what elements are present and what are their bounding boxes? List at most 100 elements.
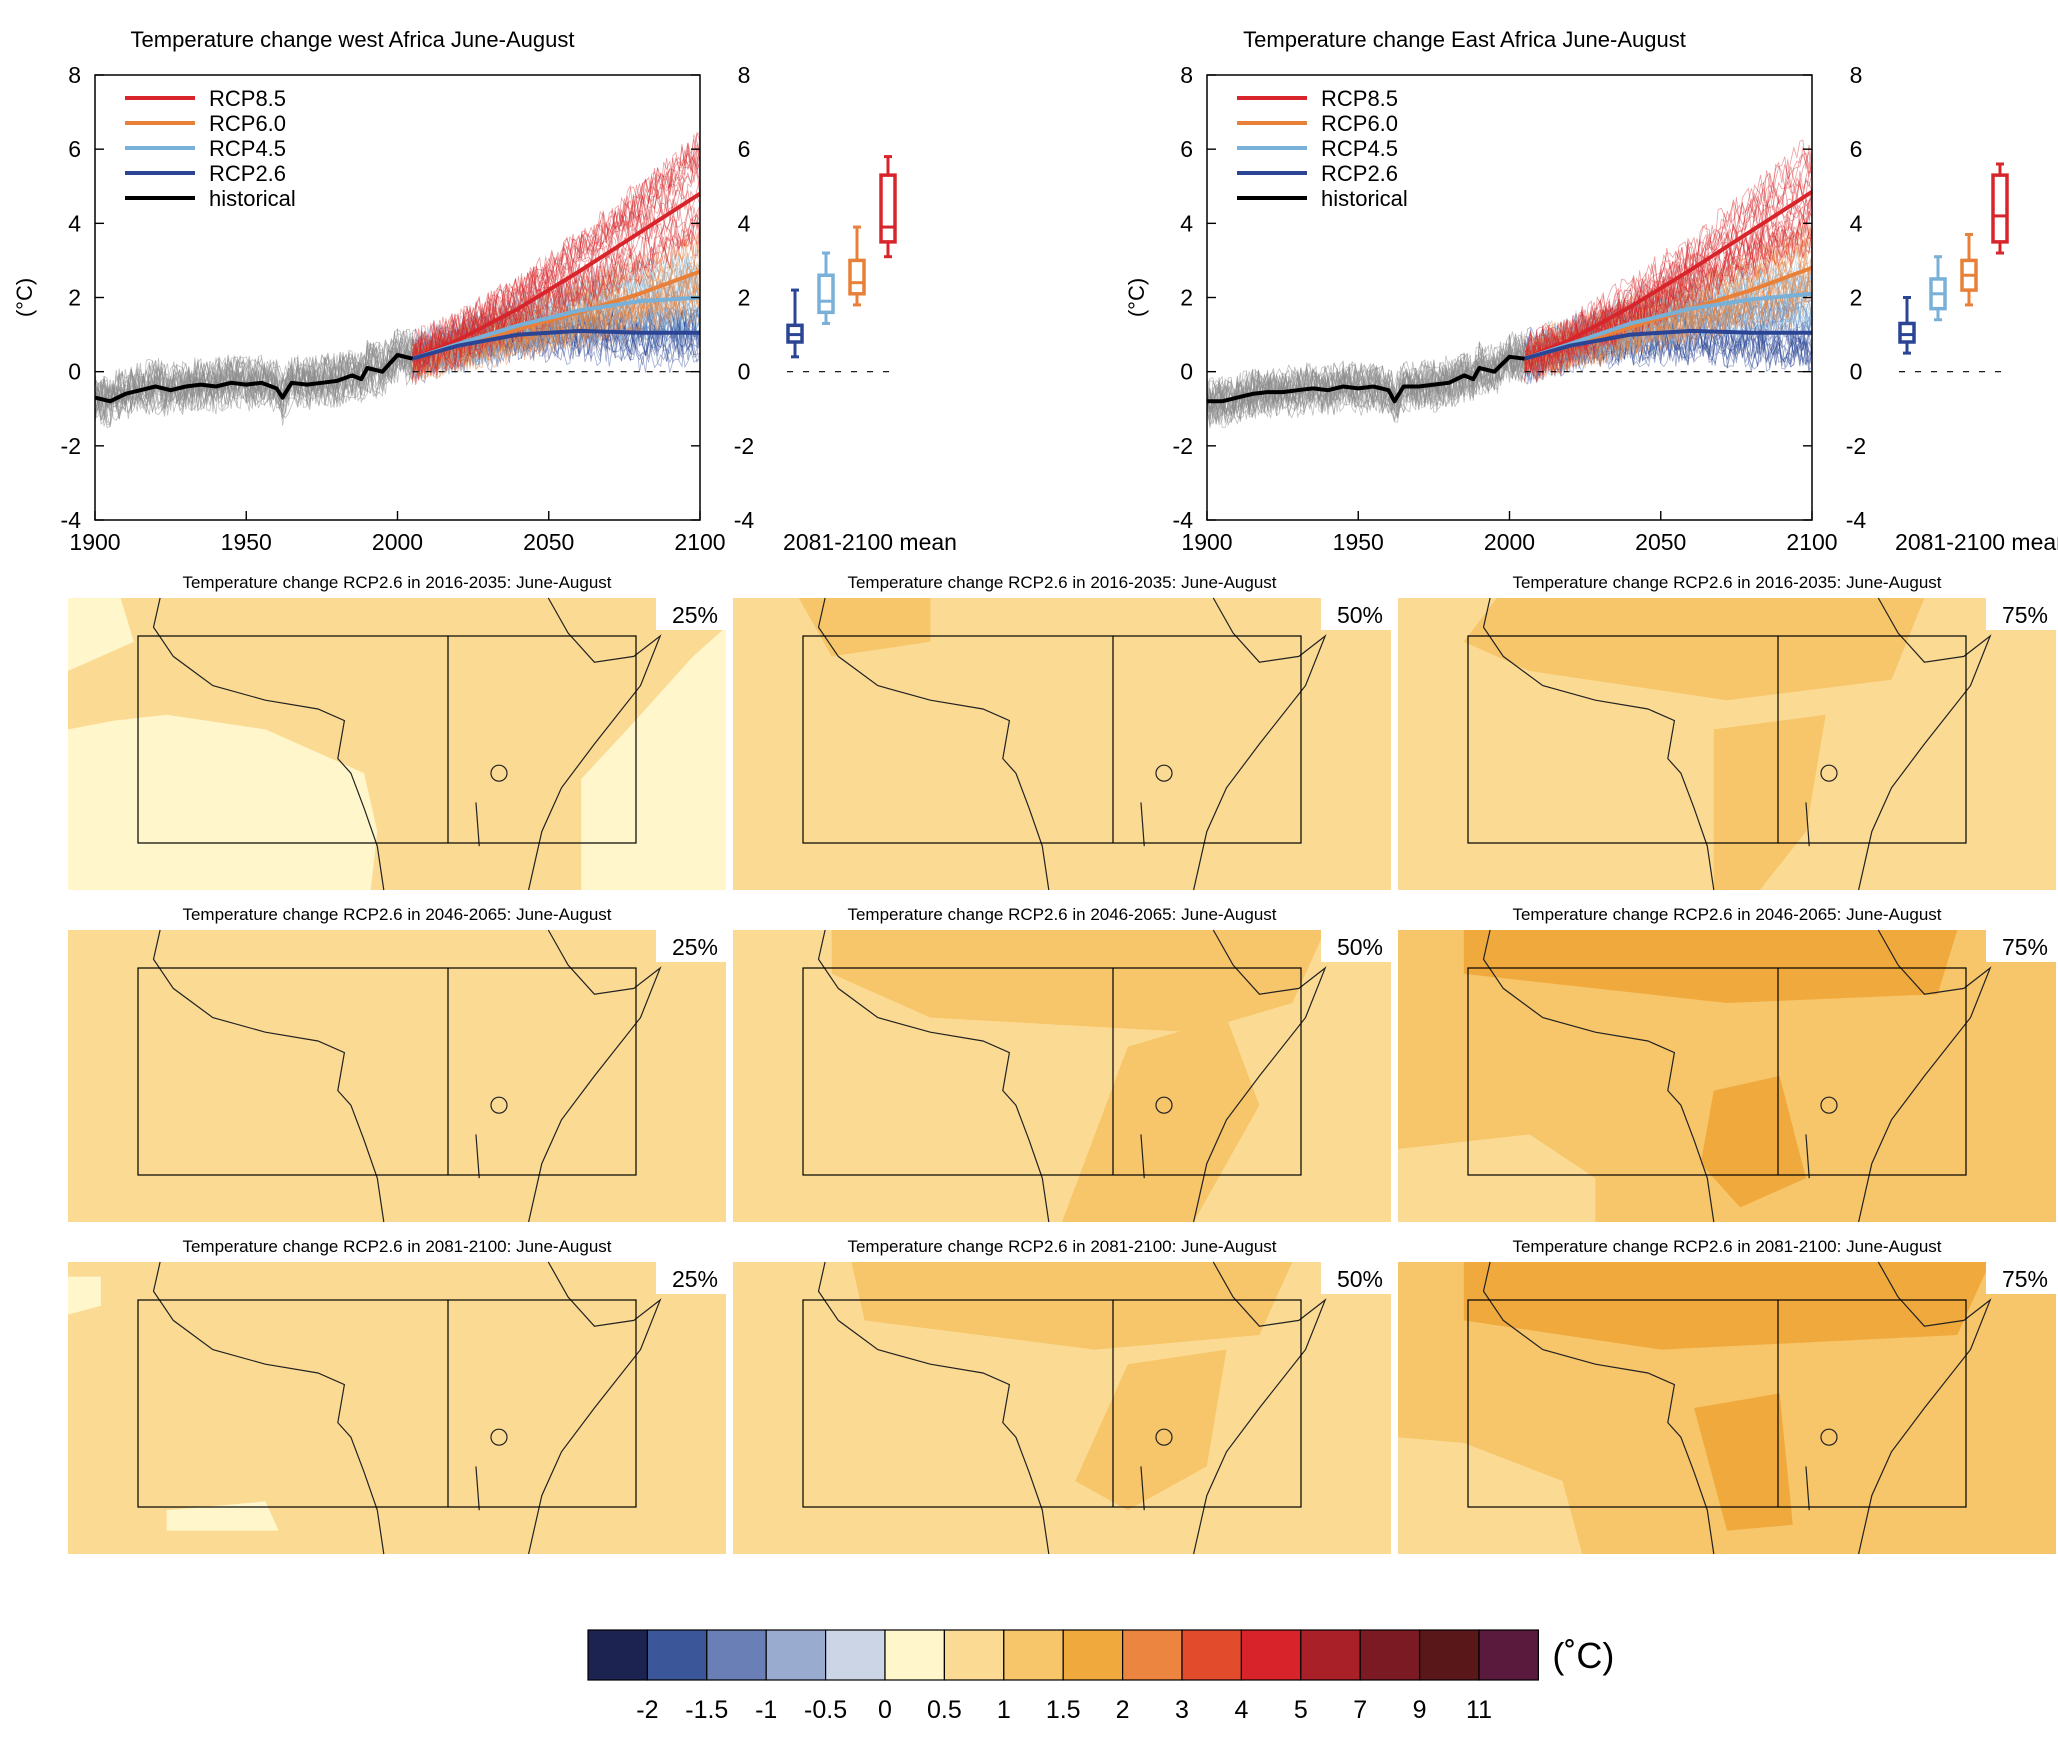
y-tick-label-left: -4 [61,507,82,533]
rcp45-member-line [412,274,701,367]
rcp26-member-line [1524,323,1813,381]
rcp85-member-line [412,132,701,361]
colorbar-swatch [1121,1629,1183,1681]
rcp85-member-line [1524,227,1813,380]
colorbar-tick-label: 9 [1413,1696,1427,1724]
rcp26-member-line [412,302,701,363]
colorbar-tick-label: -0.5 [804,1696,847,1724]
legend-label: RCP4.5 [209,136,286,161]
ensemble-spread [94,131,701,429]
historical-mean-line [94,353,414,404]
coastline-east [528,1261,662,1555]
map-panel: Temperature change RCP2.6 in 2016-2035: … [68,573,726,891]
rcp85-member-line [412,178,701,368]
percentile-label: 75% [2002,934,2048,960]
legend-label: historical [1321,186,1408,211]
legend-label: RCP8.5 [209,86,286,111]
legend-label: RCP6.0 [209,111,286,136]
rcp85-mean-line [411,192,702,361]
y-tick-label-left: -4 [1173,507,1194,533]
rcp85-member-line [412,201,701,380]
lake-victoria [1820,764,1838,782]
higher-change-region [1463,598,1925,701]
high-change-region [1694,1393,1793,1531]
x-tick-label: 2050 [1635,529,1686,555]
x-tick-label: 2000 [1484,529,1535,555]
x-tick-label: 2100 [1786,529,1837,555]
rcp85-member-line [412,133,701,363]
rcp60-member-line [1524,248,1813,371]
colorbar-tick-label: 1.5 [1046,1696,1081,1724]
lake-victoria [490,1096,508,1114]
colorbar-swatch [646,1629,708,1681]
map-title: Temperature change RCP2.6 in 2046-2065: … [847,905,1276,924]
rcp85-member-line [1524,220,1813,381]
y-tick-label-right: 4 [738,210,751,236]
rcp85-member-line [1524,146,1813,354]
colorbar-unit-label: (˚C) [1552,1635,1614,1676]
colorbar-swatch [1418,1629,1480,1681]
x-tick-label: 1950 [221,529,272,555]
colorbar-swatch [706,1629,767,1681]
legend-label: RCP2.6 [1321,161,1398,186]
y-tick-label-right: 8 [1850,62,1863,88]
colorbar-tick-label: -1 [755,1696,777,1724]
map-title: Temperature change RCP2.6 in 2016-2035: … [1512,573,1941,592]
rcp26-member-line [412,318,701,375]
y-tick-label-right: -2 [1846,433,1866,459]
lower-change-region [1398,1437,1583,1554]
colorbar-tick-label: 11 [1466,1696,1492,1724]
percentile-label: 25% [672,1266,718,1292]
map-title: Temperature change RCP2.6 in 2016-2035: … [182,573,611,592]
lake-tanganyika [1140,1134,1145,1179]
rcp26-member-line [412,327,700,383]
x-tick-label: 1900 [69,529,120,555]
rcp85-member-line [412,156,701,364]
rcp26-member-line [1524,290,1813,362]
box-plots [1898,162,2010,373]
historical-member-line [1206,350,1525,429]
rcp45-member-line [1524,272,1813,371]
coastline-west [152,929,385,1223]
rcp85-member-line [1524,216,1813,376]
y-tick-label-left: 0 [1180,359,1193,385]
lake-victoria [1155,1428,1173,1446]
rcp60-member-line [412,231,701,356]
y-tick-label-left: 8 [68,62,81,88]
rcp26-member-line [1524,319,1813,378]
rcp60-member-line [1524,238,1813,369]
coastline-west [152,1261,385,1555]
coastline-west [817,1261,1050,1555]
lake-victoria [1820,1428,1838,1446]
rcp85-member-line [412,214,701,381]
y-tick-label-right: 2 [1850,285,1863,311]
colorbar-swatch [765,1629,827,1681]
timeseries-panel-east-africa: Temperature change East Africa June-Augu… [1124,27,2058,555]
percentile-label-bg [1986,1262,2056,1294]
y-tick-label-left: 4 [68,210,81,236]
rcp26-member-line [412,323,701,375]
low-change-region [581,627,726,890]
rcp60-member-line [412,232,701,368]
high-change-region [1463,1262,1991,1350]
higher-change-region [1062,1017,1260,1222]
y-tick-label-left: 0 [68,359,81,385]
percentile-label: 25% [672,602,718,628]
chart-title: Temperature change west Africa June-Augu… [131,27,575,52]
rcp45-member-line [412,286,701,373]
rcp60-member-line [412,287,701,379]
percentile-label: 50% [1337,934,1383,960]
rcp26-mean-line [1524,328,1812,361]
rcp85-member-line [412,131,701,361]
lake-tanganyika [475,1466,480,1511]
colorbar-swatch [1062,1629,1124,1681]
y-tick-label-right: 4 [1850,210,1863,236]
colorbar-swatch [824,1629,886,1681]
colorbar-tick-label: 5 [1294,1696,1308,1724]
rcp26-member-line [412,307,701,372]
rcp60-member-line [412,281,701,380]
rcp85-member-line [1524,179,1813,373]
colorbar-tick-label: 4 [1234,1696,1248,1724]
rcp26-member-line [412,307,701,373]
